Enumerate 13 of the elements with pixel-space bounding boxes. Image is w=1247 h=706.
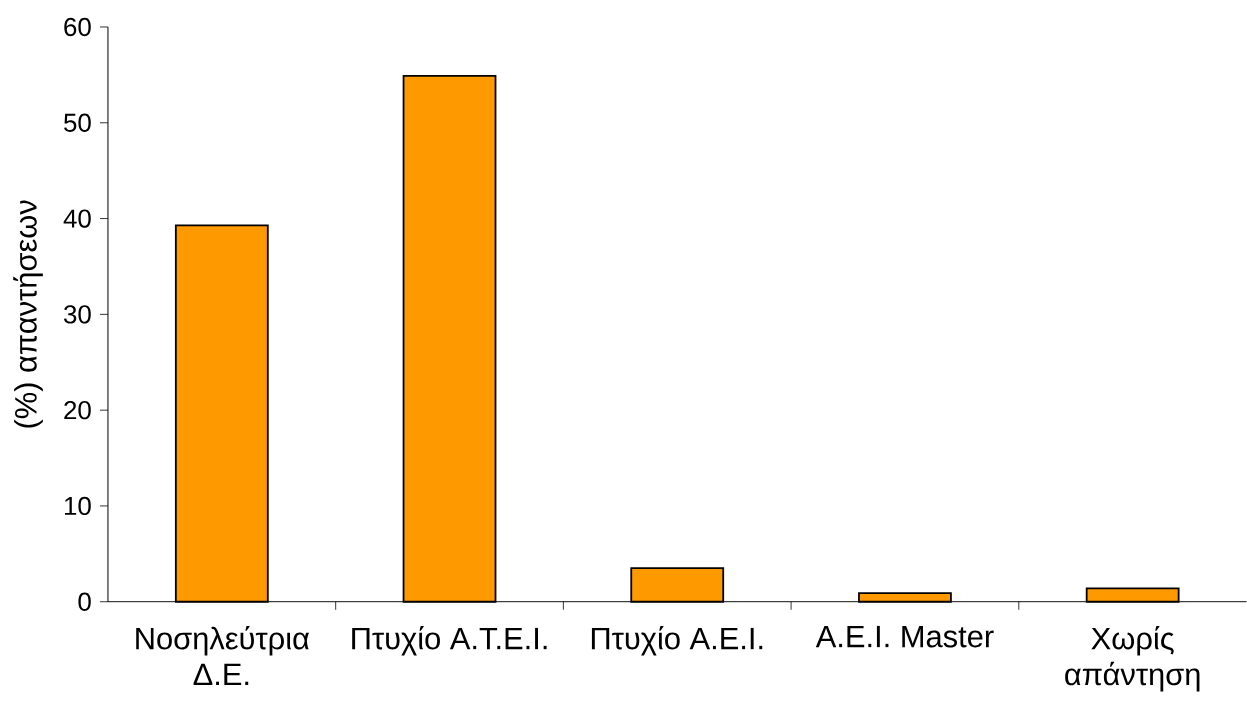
y-tick-label: 10 <box>64 496 91 516</box>
y-tick-label: 40 <box>63 209 91 228</box>
y-axis-title: (%) απαντήσεων <box>13 200 43 428</box>
x-tick-label: Πτυχίο Α.Τ.Ε.Ι. <box>352 626 547 656</box>
y-tick-label: 30 <box>63 305 91 324</box>
x-tick-label: Νοσηλεύτρια Δ.Ε. <box>136 626 310 686</box>
y-tick-label: 60 <box>64 17 91 37</box>
y-tick-label: 50 <box>64 113 91 133</box>
x-tick-label: Χωρίς απάντηση <box>1065 626 1200 692</box>
x-tick-label: Πτυχίο Α.Ε.Ι. <box>591 626 763 656</box>
y-tick-label: 20 <box>64 401 91 420</box>
x-tick-label: Α.Ε.Ι. Master <box>815 626 994 648</box>
y-tick-label: 0 <box>78 592 91 612</box>
